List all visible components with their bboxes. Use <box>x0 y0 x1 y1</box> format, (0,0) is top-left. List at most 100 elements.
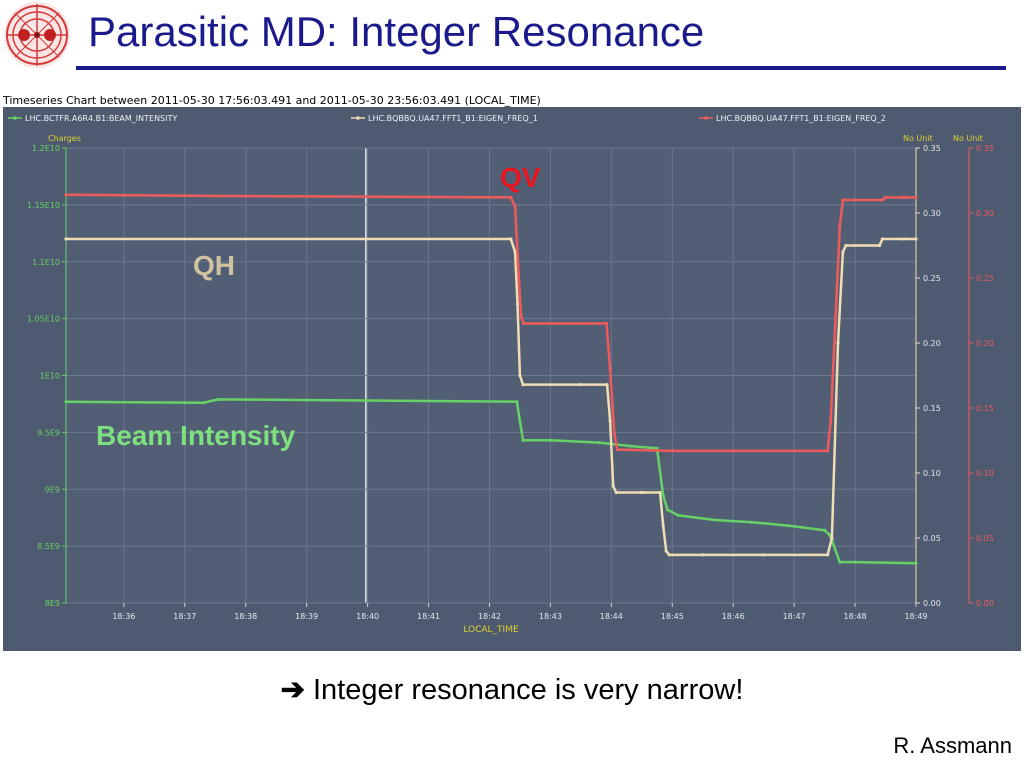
left-tick-label: 8E9 <box>45 599 60 608</box>
data-point <box>749 520 754 524</box>
right-tick-label: 0.25 <box>923 274 941 283</box>
data-point <box>64 237 68 241</box>
legend-item: LHC.BCTFR.A6R4.B1:BEAM_INTENSITY <box>8 114 177 123</box>
left-tick-label: 9.5E9 <box>37 428 60 437</box>
left-tick-label: 1.2E10 <box>32 144 60 153</box>
data-point <box>201 401 205 405</box>
data-point <box>519 315 523 319</box>
legend-marker <box>704 116 708 120</box>
data-point <box>853 560 857 564</box>
lhc-logo-icon <box>4 2 70 68</box>
data-point <box>64 193 68 197</box>
x-tick-label: 18:46 <box>722 612 745 621</box>
annotation-qv: QV <box>500 162 541 193</box>
legend-marker <box>356 116 360 120</box>
left-tick-label: 1E10 <box>40 372 60 381</box>
data-point <box>838 560 842 564</box>
right2-tick-label: 0.05 <box>976 534 994 543</box>
data-point <box>880 237 885 241</box>
x-axis-label: LOCAL_TIME <box>463 625 519 635</box>
data-point <box>521 321 526 326</box>
legend-label: LHC.BQBBQ.UA47.FFT1_B1:EIGEN_FREQ_2 <box>716 114 886 123</box>
data-point <box>731 449 735 453</box>
x-tick-label: 18:38 <box>234 612 257 621</box>
chart-axes: 18:36 18:37 18:38 18:39 18:40 18:41 18:42 18:43… <box>27 134 994 635</box>
author-name: R. Assmann <box>893 733 1012 758</box>
data-point <box>509 237 513 241</box>
right2-tick-label: 0.25 <box>976 274 994 283</box>
data-point <box>655 446 659 450</box>
legend-item: LHC.BQBBQ.UA47.FFT1_B1:EIGEN_FREQ_1 <box>351 114 538 123</box>
x-tick-label: 18:37 <box>173 612 196 621</box>
data-point <box>877 243 882 248</box>
data-point <box>516 263 520 267</box>
data-point <box>661 523 665 527</box>
data-point <box>880 198 885 202</box>
right-axis-label: No Unit <box>903 134 933 143</box>
right-tick-label: 0.10 <box>923 469 941 478</box>
title-underline <box>76 66 1006 70</box>
left-tick-label: 1.15E10 <box>27 201 60 210</box>
x-tick-label: 18:41 <box>417 612 440 621</box>
legend-label: LHC.BCTFR.A6R4.B1:BEAM_INTENSITY <box>25 114 177 123</box>
data-point <box>826 449 830 453</box>
x-tick-label: 18:44 <box>600 612 623 621</box>
x-tick-label: 18:48 <box>844 612 867 621</box>
data-point <box>665 508 669 512</box>
data-point <box>604 321 609 326</box>
data-point <box>762 553 766 557</box>
data-point <box>611 484 615 488</box>
left-tick-label: 1.1E10 <box>32 258 60 267</box>
right2-tick-label: 0.10 <box>976 469 994 478</box>
data-point <box>608 367 612 371</box>
data-point <box>64 400 68 404</box>
data-point <box>841 250 845 254</box>
conclusion-note: ➔ Integer resonance is very narrow! <box>0 672 1024 707</box>
left-axis-label: Charges <box>48 134 81 143</box>
data-point <box>661 493 665 497</box>
data-point <box>515 302 520 306</box>
data-point <box>615 448 620 452</box>
data-point <box>786 524 790 528</box>
data-point <box>513 250 517 254</box>
data-point <box>829 419 833 423</box>
chart-title: Timeseries Chart between 2011-05-30 17:5… <box>3 94 541 107</box>
data-point <box>513 204 517 209</box>
right-tick-label: 0.20 <box>923 339 941 348</box>
x-tick-label: 18:39 <box>295 612 318 621</box>
right2-tick-label: 0.00 <box>976 599 994 608</box>
left-tick-label: 9E9 <box>45 485 60 494</box>
x-tick-label: 18:43 <box>539 612 562 621</box>
x-tick-label: 18:36 <box>112 612 135 621</box>
data-point <box>883 195 888 199</box>
right-tick-label: 0.00 <box>923 599 941 608</box>
data-point <box>838 224 842 228</box>
data-point <box>640 490 644 495</box>
timeseries-chart: LHC.BCTFR.A6R4.B1:BEAM_INTENSITY LHC.BQBB… <box>3 107 1021 651</box>
slide-title: Parasitic MD: Integer Resonance <box>88 8 705 55</box>
right2-tick-label: 0.15 <box>976 404 994 413</box>
data-point <box>914 195 918 199</box>
right-tick-label: 0.15 <box>923 404 941 413</box>
data-point <box>914 561 918 565</box>
annotation-qh: QH <box>193 250 235 281</box>
data-point <box>518 373 522 378</box>
left-tick-label: 1.05E10 <box>27 315 60 324</box>
data-point <box>713 518 717 522</box>
data-point <box>676 513 680 518</box>
data-point <box>830 536 834 540</box>
conclusion-text: Integer resonance is very narrow! <box>313 674 744 706</box>
x-tick-label: 18:45 <box>661 612 684 621</box>
data-point <box>612 432 616 436</box>
data-point <box>244 194 248 198</box>
chart-grid <box>66 147 917 604</box>
arrow-right-icon: ➔ <box>280 674 305 706</box>
chart-annotations: QV QH Beam Intensity <box>96 162 541 451</box>
right-tick-label: 0.30 <box>923 209 941 218</box>
data-point <box>597 441 601 445</box>
data-point <box>670 449 674 453</box>
data-point <box>902 195 906 199</box>
legend-item: LHC.BQBBQ.UA47.FFT1_B1:EIGEN_FREQ_2 <box>699 114 886 123</box>
x-tick-label: 18:47 <box>783 612 806 621</box>
right-tick-label: 0.35 <box>923 144 941 153</box>
